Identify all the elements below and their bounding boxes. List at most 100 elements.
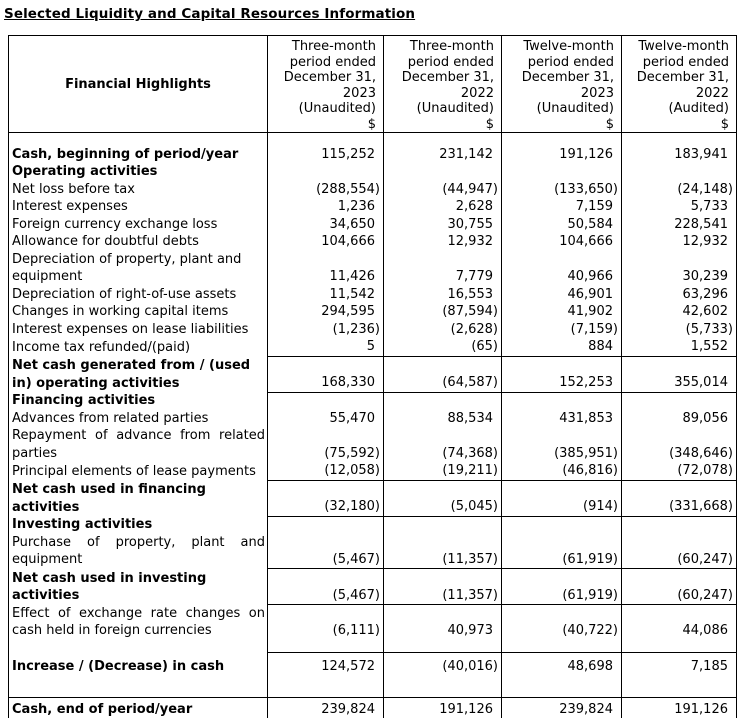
cell-value: 431,853: [501, 409, 622, 427]
cell-value: 168,330: [267, 355, 384, 393]
spacer-row: [9, 677, 737, 698]
cell-value: 48,698: [501, 652, 622, 678]
cell-value: [383, 677, 502, 698]
cell-value: 191,126: [621, 697, 737, 718]
cell-value: 40,973: [383, 604, 502, 640]
row-label: Cash, end of period/year: [8, 697, 268, 718]
cell-value: 44,086: [621, 604, 737, 640]
row-label: [9, 640, 268, 653]
cell-value: (61,919): [501, 568, 622, 605]
cell-value: 355,014: [621, 355, 737, 393]
cell-value: (2,628): [383, 320, 502, 338]
table-row: Principal elements of lease payments (12,…: [9, 462, 737, 480]
row-label: Cash, beginning of period/year: [12, 146, 239, 162]
cell-value: (12,058): [267, 462, 384, 480]
cell-value: 12,932: [621, 233, 737, 251]
cell-value: (1,236): [267, 320, 384, 338]
row-label: Principal elements of lease payments: [12, 463, 256, 479]
cell-value: (46,816): [501, 462, 622, 480]
cell-value: (72,078): [621, 462, 737, 480]
table-row: Advances from related parties 55,470 88,53…: [9, 409, 737, 427]
spacer-row: [9, 639, 737, 653]
cell-value: [501, 163, 622, 181]
cell-value: [621, 516, 737, 534]
column-header-3m-2023: Three-month period ended December 31, 20…: [267, 35, 384, 133]
row-label: Income tax refunded/(paid): [12, 339, 191, 355]
cell-value: [383, 392, 502, 410]
cell-value: 34,650: [267, 215, 384, 233]
table-row: Depreciation of right-of-use assets 11,54…: [9, 285, 737, 303]
row-label: Net loss before tax: [12, 181, 135, 197]
row-label: Interest expenses: [12, 199, 128, 214]
row-label: Depreciation of right-of-use assets: [12, 286, 237, 302]
cell-value: [621, 132, 737, 146]
cell-value: 88,534: [383, 409, 502, 427]
table-row: Cash, end of period/year 239,824 191,126 23…: [8, 697, 737, 718]
row-label: Net cash used in financing activities: [12, 482, 206, 515]
cell-value: 191,126: [501, 145, 622, 163]
cell-value: [621, 163, 737, 181]
cell-value: [267, 132, 384, 146]
cell-value: [383, 639, 502, 653]
cell-value: 294,595: [267, 303, 384, 321]
row-label: Net cash used in investing activities: [12, 570, 207, 604]
cell-value: (65): [383, 338, 502, 356]
cell-value: 5: [267, 338, 384, 356]
cell-value: 16,553: [383, 285, 502, 303]
cell-value: 30,755: [383, 215, 502, 233]
cell-value: 89,056: [621, 409, 737, 427]
cell-value: 30,239: [621, 250, 737, 286]
table-row: Investing activities: [9, 516, 737, 534]
cell-value: (6,111): [267, 604, 384, 640]
row-label: Net cash generated from / (used in) oper…: [12, 358, 251, 391]
table-row: Operating activities: [9, 163, 737, 181]
row-label: Purchase of property, plant and equipmen…: [12, 534, 265, 568]
cell-value: (24,148): [621, 180, 737, 198]
cell-value: 7,159: [501, 198, 622, 216]
cell-value: (914): [501, 479, 622, 517]
cell-value: 104,666: [267, 233, 384, 251]
row-label: Increase / (Decrease) in cash: [12, 659, 225, 674]
cell-value: 12,932: [383, 233, 502, 251]
cell-value: (74,368): [383, 427, 502, 462]
cell-value: 42,602: [621, 303, 737, 321]
cell-value: (64,587): [383, 355, 502, 393]
cell-value: [383, 132, 502, 146]
spacer-row: [9, 132, 737, 146]
cell-value: (60,247): [621, 533, 737, 569]
cell-value: 1,552: [621, 338, 737, 356]
cell-value: [501, 392, 622, 410]
cell-value: (75,592): [267, 427, 384, 462]
cell-value: [501, 677, 622, 698]
table-row: Depreciation of property, plant and equi…: [9, 250, 737, 286]
cell-value: 115,252: [267, 145, 384, 163]
cell-value: (11,357): [383, 533, 502, 569]
cell-value: 1,236: [267, 198, 384, 216]
cell-value: [501, 516, 622, 534]
row-label: Investing activities: [12, 517, 153, 532]
cell-value: 46,901: [501, 285, 622, 303]
table-row: Net loss before tax (288,554) (44,947) (133…: [9, 180, 737, 198]
cell-value: 239,824: [267, 697, 384, 718]
cell-value: [621, 392, 737, 410]
table-row: Purchase of property, plant and equipmen…: [9, 533, 737, 569]
table-row: Changes in working capital items 294,595(…: [9, 303, 737, 321]
cell-value: 2,628: [383, 198, 502, 216]
cell-value: (385,951): [501, 427, 622, 462]
row-label: Effect of exchange rate changes on cash …: [12, 605, 265, 639]
row-label: Repayment of advance from related partie…: [12, 428, 265, 461]
table-row: Foreign currency exchange loss 34,650 30,7…: [9, 215, 737, 233]
row-label: Interest expenses on lease liabilities: [12, 321, 249, 337]
cell-value: 124,572: [267, 652, 384, 678]
row-label: Changes in working capital items: [12, 304, 229, 319]
cell-value: [501, 639, 622, 653]
column-header-3m-2022: Three-month period ended December 31, 20…: [383, 35, 502, 133]
cell-value: [621, 639, 737, 653]
table-row: Income tax refunded/(paid) 5 (65) 884 1,552: [9, 338, 737, 356]
cell-value: (44,947): [383, 180, 502, 198]
financial-highlights-table: Financial Highlights Three-month period …: [8, 35, 737, 718]
cell-value: 152,253: [501, 355, 622, 393]
cell-value: [267, 163, 384, 181]
table-row: Cash, beginning of period/year 115,252 231…: [9, 145, 737, 163]
cell-value: (7,159): [501, 320, 622, 338]
